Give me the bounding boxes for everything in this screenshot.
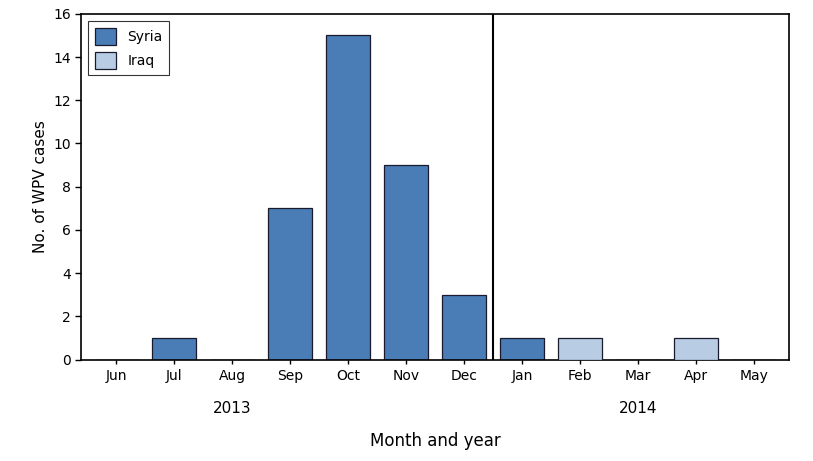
Legend: Syria, Iraq: Syria, Iraq bbox=[89, 21, 169, 76]
Bar bbox=[152, 338, 196, 360]
Text: Month and year: Month and year bbox=[370, 432, 500, 450]
Bar bbox=[385, 165, 428, 360]
Text: 2013: 2013 bbox=[213, 401, 251, 416]
Bar bbox=[442, 295, 485, 360]
Y-axis label: No. of WPV cases: No. of WPV cases bbox=[33, 120, 48, 253]
Text: 2014: 2014 bbox=[619, 401, 657, 416]
Bar bbox=[268, 208, 311, 360]
Bar bbox=[559, 338, 602, 360]
Bar bbox=[326, 35, 370, 360]
Bar bbox=[674, 338, 718, 360]
Bar bbox=[500, 338, 544, 360]
